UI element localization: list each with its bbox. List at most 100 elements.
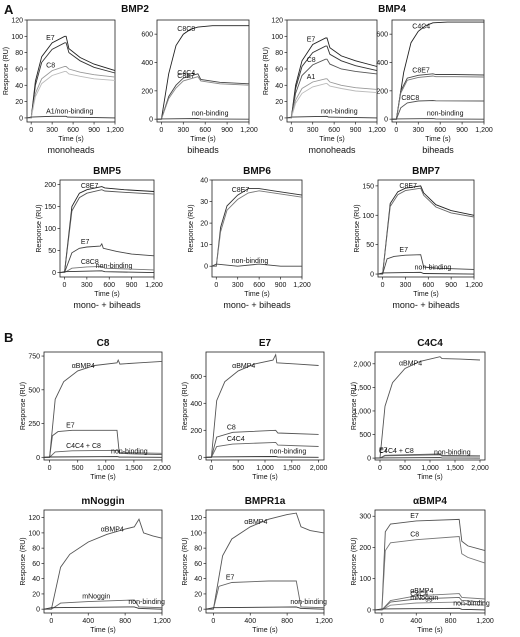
y-tick-label: 60 bbox=[15, 66, 23, 73]
series-label: αBMP4 bbox=[399, 361, 422, 368]
series-line bbox=[44, 358, 163, 458]
y-tick-label: 20 bbox=[200, 221, 208, 228]
x-tick-label: 2,000 bbox=[310, 465, 328, 472]
series-label: C8E7 bbox=[399, 183, 417, 190]
x-tick-label: 0 bbox=[214, 282, 218, 289]
series-line bbox=[378, 185, 475, 275]
chart-caption: mono- + biheads bbox=[73, 300, 141, 310]
series-line bbox=[212, 188, 303, 267]
y-tick-label: 0 bbox=[198, 455, 202, 462]
chart-12: 0 400 800 1,200 0 20 40 60 80 100 120 Time (s) Respo… bbox=[182, 496, 333, 634]
y-tick-label: 200 bbox=[141, 88, 153, 95]
y-tick-label: 0 bbox=[204, 264, 208, 271]
series-group: C4C4 C8E7 C8C8 non-binding bbox=[391, 21, 485, 120]
series-line bbox=[211, 263, 302, 267]
x-tick-label: 1,500 bbox=[125, 465, 143, 472]
series-line bbox=[287, 58, 378, 119]
chart-caption: biheads bbox=[422, 145, 454, 155]
series-label: C4C4 + C8 bbox=[66, 443, 101, 450]
x-tick-label: 1,200 bbox=[153, 618, 171, 625]
x-tick-label: 600 bbox=[328, 127, 340, 134]
x-axis-label: Time (s) bbox=[244, 291, 269, 298]
chart-caption: biheads bbox=[187, 145, 219, 155]
chart-title: αBMP4 bbox=[413, 496, 447, 507]
series-line bbox=[60, 189, 155, 274]
y-tick-label: 300 bbox=[359, 514, 371, 521]
series-line bbox=[378, 187, 475, 275]
x-tick-label: 1,000 bbox=[421, 465, 439, 472]
series-label: non-binding bbox=[453, 600, 490, 607]
y-tick-label: 80 bbox=[194, 546, 202, 553]
series-label: E7 bbox=[307, 36, 316, 43]
series-label: αBMP4 bbox=[72, 363, 95, 370]
x-tick-label: 900 bbox=[456, 127, 468, 134]
x-axis-label: Time (s) bbox=[417, 627, 442, 634]
series-line bbox=[156, 118, 250, 120]
group-title-bmp2: BMP2 bbox=[121, 4, 149, 15]
y-tick-label: 10 bbox=[200, 242, 208, 249]
y-tick-label: 80 bbox=[15, 50, 23, 57]
series-label: C8C8 bbox=[401, 95, 419, 102]
series-group: E7 C8 A1 non-binding bbox=[286, 36, 378, 119]
x-axis-label: Time (s) bbox=[90, 474, 115, 481]
x-tick-label: 0 bbox=[49, 618, 53, 625]
series-label: non-binding bbox=[415, 264, 452, 271]
x-tick-label: 2,000 bbox=[153, 465, 171, 472]
chart-title: mNoggin bbox=[81, 496, 124, 507]
series-line bbox=[378, 254, 475, 275]
y-tick-label: 30 bbox=[200, 199, 208, 206]
chart-title: E7 bbox=[259, 338, 272, 349]
x-axis-label: Time (s) bbox=[58, 136, 83, 143]
plot-frame bbox=[205, 509, 325, 614]
y-tick-label: 200 bbox=[190, 428, 202, 435]
tick-labels: 0 400 800 1,200 0 100 200 300 bbox=[359, 514, 494, 625]
series-label: mNoggin bbox=[82, 594, 110, 601]
x-axis-label: Time (s) bbox=[425, 136, 450, 143]
series-line bbox=[44, 599, 163, 610]
y-tick-label: 40 bbox=[200, 178, 208, 185]
series-group: αBMP4 E7 non-binding bbox=[205, 512, 327, 610]
series-line bbox=[60, 265, 155, 274]
series-label: C8E7 bbox=[81, 183, 99, 190]
y-tick-label: 500 bbox=[359, 432, 371, 439]
y-tick-label: 0 bbox=[279, 115, 283, 122]
x-tick-label: 1,200 bbox=[315, 618, 333, 625]
series-label: non-binding bbox=[321, 108, 358, 115]
chart-caption: monoheads bbox=[47, 145, 95, 155]
series-line bbox=[206, 353, 319, 458]
series-label: non-binding bbox=[434, 450, 471, 457]
y-tick-label: 600 bbox=[141, 32, 153, 39]
y-axis-label: Response (RU) bbox=[263, 47, 270, 95]
series-line bbox=[212, 190, 303, 267]
plot-frame bbox=[377, 179, 475, 278]
y-tick-label: 60 bbox=[275, 66, 283, 73]
y-tick-label: 50 bbox=[48, 248, 56, 255]
series-line bbox=[59, 270, 155, 274]
series-line bbox=[392, 21, 484, 120]
x-tick-label: 600 bbox=[199, 127, 211, 134]
series-line bbox=[287, 37, 378, 119]
series-line bbox=[157, 76, 250, 120]
x-tick-label: 0 bbox=[378, 465, 382, 472]
chart-11: 0 400 800 1,200 0 20 40 60 80 100 120 Time (s) Respo… bbox=[20, 496, 171, 634]
series-label: E7 bbox=[81, 239, 90, 246]
y-tick-label: 120 bbox=[190, 515, 202, 522]
series-line bbox=[157, 25, 249, 120]
x-tick-label: 600 bbox=[422, 282, 434, 289]
x-tick-label: 0 bbox=[394, 127, 398, 134]
x-tick-label: 300 bbox=[400, 282, 412, 289]
series-group: αBMP4 mNoggin non-binding bbox=[43, 518, 165, 610]
x-tick-label: 900 bbox=[126, 282, 138, 289]
x-tick-label: 400 bbox=[244, 618, 256, 625]
series-line bbox=[206, 512, 325, 610]
x-axis-label: Time (s) bbox=[190, 136, 215, 143]
x-tick-label: 1,200 bbox=[293, 282, 311, 289]
y-tick-label: 0 bbox=[367, 456, 371, 463]
series-label: C4C4 bbox=[177, 70, 195, 77]
series-label: E7 bbox=[399, 247, 408, 254]
series-group: αBMP4 C8 C4C4 non-binding bbox=[205, 353, 319, 458]
y-tick-label: 100 bbox=[44, 226, 56, 233]
